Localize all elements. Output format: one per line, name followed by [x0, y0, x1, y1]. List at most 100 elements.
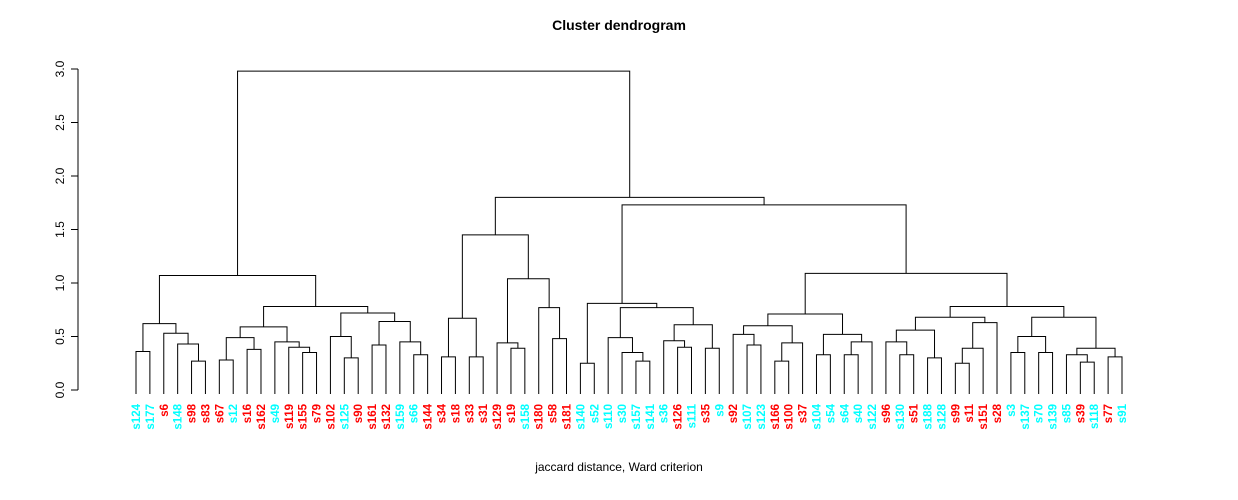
leaf-label: s188	[923, 403, 935, 429]
dendrogram-link	[746, 344, 762, 394]
leaf-label: s64	[839, 403, 851, 423]
y-tick-label: 0.5	[53, 328, 67, 345]
dendrogram-link	[1010, 352, 1026, 394]
leaf-label: s161	[367, 403, 379, 429]
dendrogram-link	[954, 362, 970, 394]
dendrogram-link	[621, 352, 644, 394]
dendrogram-link	[329, 336, 352, 394]
leaf-label: s125	[339, 403, 351, 429]
leaf-label: s3	[1006, 404, 1018, 417]
leaf-label: s132	[381, 404, 393, 430]
dendrogram-link	[263, 306, 369, 327]
leaf-label: s181	[562, 403, 574, 429]
dendrogram-links	[135, 70, 1123, 394]
leaf-label: s70	[1034, 404, 1046, 423]
dendrogram-link	[340, 312, 396, 337]
dendrogram-link	[177, 343, 199, 394]
leaf-label: s35	[700, 403, 712, 423]
leaf-label: s139	[1048, 404, 1060, 430]
dendrogram-link	[1107, 356, 1123, 394]
leaf-label: s159	[395, 404, 407, 430]
dendrogram-link	[850, 341, 873, 394]
leaf-label: s148	[173, 403, 185, 429]
dendrogram-link	[246, 348, 262, 394]
dendrogram-link	[510, 347, 526, 394]
dendrogram-link	[343, 357, 359, 394]
leaf-label: s40	[853, 404, 865, 423]
leaf-label: s100	[784, 404, 796, 430]
x-axis-caption: jaccard distance, Ward criterion	[535, 460, 703, 474]
leaf-label: s137	[1020, 404, 1032, 430]
leaf-label: s11	[964, 403, 976, 422]
leaf-label: s58	[548, 403, 560, 423]
y-tick-label: 2.5	[53, 114, 67, 131]
leaf-label: s107	[742, 404, 754, 430]
dendrogram-link	[927, 357, 942, 394]
leaf-label: s124	[131, 403, 143, 429]
dendrogram-link	[538, 307, 561, 394]
leaf-label: s34	[437, 403, 449, 423]
leaf-label: s99	[950, 404, 962, 423]
dendrogram-link	[767, 313, 844, 335]
leaf-label: s123	[756, 404, 768, 430]
dendrogram-link	[673, 324, 713, 349]
dendrogram-link	[163, 332, 189, 394]
y-tick-label: 3.0	[53, 60, 67, 77]
leaf-label: s37	[798, 404, 810, 423]
dendrogram-link	[1038, 352, 1054, 394]
dendrogram-link	[677, 346, 692, 394]
dendrogram-link	[225, 337, 255, 361]
dendrogram-link	[804, 272, 1008, 315]
leaf-label: s92	[728, 404, 740, 423]
dendrogram-link	[552, 338, 568, 394]
leaf-label: s122	[867, 404, 879, 430]
dendrogram-link	[663, 340, 686, 394]
leaf-label: s129	[492, 404, 504, 430]
dendrogram-link	[239, 326, 288, 342]
dendrogram-link	[822, 333, 863, 355]
dendrogram-link	[371, 344, 387, 394]
dendrogram-link	[158, 275, 317, 324]
y-tick-label: 2.0	[53, 167, 67, 184]
leaf-label: s33	[464, 404, 476, 423]
dendrogram-link	[619, 307, 694, 338]
dendrogram-link	[1076, 347, 1116, 357]
dendrogram-link	[774, 360, 790, 394]
leaf-label: s52	[589, 404, 601, 423]
y-tick-label: 1.0	[53, 274, 67, 291]
y-tick-label: 1.5	[53, 221, 67, 238]
leaf-label: s30	[617, 404, 629, 423]
dendrogram-link	[1017, 336, 1047, 353]
leaf-label: s158	[520, 403, 532, 429]
leaf-label: s54	[825, 403, 837, 423]
dendrogram-link	[607, 337, 633, 394]
leaf-label: s67	[214, 404, 226, 423]
leaf-label: s98	[187, 403, 199, 423]
leaf-label: s96	[881, 404, 893, 423]
leaf-label: s162	[256, 404, 268, 430]
dendrogram-link	[843, 354, 859, 394]
dendrogram-link	[441, 356, 456, 394]
dendrogram-link	[815, 354, 831, 394]
leaf-label: s39	[1075, 404, 1087, 423]
dendrogram-link	[885, 341, 908, 394]
dendrogram-link	[142, 323, 177, 352]
dendrogram-link	[895, 329, 936, 358]
dendrogram-link	[461, 234, 529, 319]
dendrogram-link	[1079, 361, 1095, 394]
leaf-label: s19	[506, 404, 518, 423]
leaf-label: s36	[659, 404, 671, 423]
leaf-label: s119	[284, 404, 296, 429]
dendrogram-link	[274, 341, 300, 394]
leaf-label: s79	[312, 404, 324, 423]
leaf-label: s140	[575, 404, 587, 430]
leaf-label: s49	[270, 404, 282, 423]
chart-title: Cluster dendrogram	[552, 17, 686, 33]
leaf-label: s83	[200, 404, 212, 423]
dendrogram-link	[399, 341, 422, 394]
leaf-label: s31	[478, 403, 490, 423]
y-tick-label: 0.0	[53, 381, 67, 398]
leaf-label: s111	[686, 403, 698, 428]
dendrogram-link	[704, 347, 720, 394]
leaf-label: s177	[145, 404, 157, 430]
